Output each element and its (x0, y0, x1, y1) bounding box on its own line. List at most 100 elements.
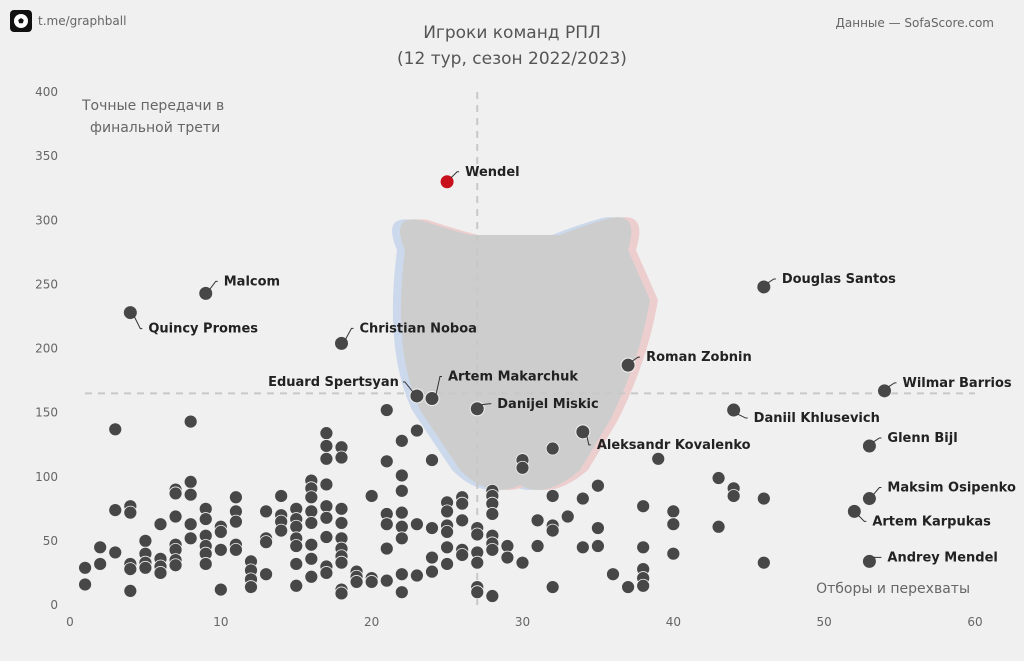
label-leader-line (873, 437, 882, 443)
labeled-data-point (439, 174, 455, 190)
data-point (606, 567, 620, 582)
data-point (394, 505, 409, 520)
x-tick-label: 40 (666, 615, 681, 629)
label-leader-line (209, 280, 218, 290)
label-leader-line (450, 171, 460, 179)
label-leader-line (586, 435, 591, 446)
labeled-data-point (424, 391, 440, 407)
data-point (440, 557, 454, 571)
player-label: Aleksandr Kovalenko (597, 438, 751, 453)
data-point (515, 460, 530, 475)
data-point (259, 504, 273, 519)
data-point (591, 521, 605, 535)
brand[interactable]: t.me/graphball (10, 10, 126, 32)
data-point (666, 546, 681, 561)
data-point (425, 521, 439, 535)
y-tick-label: 400 (35, 85, 58, 99)
x-tick-label: 10 (213, 615, 228, 629)
data-point (394, 531, 409, 546)
data-point (440, 504, 454, 519)
y-tick-label: 300 (35, 213, 58, 227)
brand-text: t.me/graphball (38, 14, 127, 28)
data-point (530, 513, 545, 528)
data-point (319, 439, 334, 453)
y-tick-label: 350 (35, 149, 58, 163)
data-point (259, 535, 273, 550)
player-label: Wilmar Barrios (903, 376, 1012, 391)
data-point (636, 540, 651, 555)
data-point (334, 586, 349, 601)
data-point (244, 580, 258, 594)
data-point (394, 468, 409, 483)
data-point (334, 555, 349, 570)
data-point (168, 486, 183, 501)
data-point (394, 519, 409, 534)
data-point (666, 504, 681, 519)
data-point (379, 573, 394, 588)
data-point (319, 477, 334, 492)
data-point (470, 555, 485, 570)
data-point (425, 550, 439, 565)
data-point (726, 489, 741, 503)
data-point (198, 512, 213, 526)
data-point (274, 523, 289, 538)
data-point (545, 489, 560, 503)
league-bear-logo (392, 217, 658, 490)
data-point (138, 533, 153, 548)
chart-title-block: Игроки команд РПЛ (12 тур, сезон 2022/20… (0, 20, 1024, 72)
data-point (123, 583, 138, 598)
player-label: Malcom (224, 274, 280, 289)
data-point (304, 516, 319, 530)
data-point (379, 541, 394, 556)
labeled-data-point (575, 424, 591, 440)
data-point (304, 537, 319, 552)
data-point (168, 558, 183, 573)
data-point (123, 562, 138, 576)
y-tick-label: 250 (35, 277, 58, 291)
player-label: Daniil Khlusevich (754, 411, 880, 426)
data-point (455, 496, 470, 511)
y-tick-label: 100 (35, 470, 58, 484)
labeled-data-point (409, 388, 425, 404)
label-leader-line (435, 376, 442, 395)
x-axis-label: Отборы и перехваты (816, 581, 970, 597)
player-label: Quincy Promes (148, 322, 258, 337)
data-point (756, 491, 771, 506)
label-leader-line (631, 356, 641, 362)
data-point (591, 539, 605, 553)
data-point (229, 490, 243, 505)
data-point (364, 575, 379, 589)
soccer-ball-icon (10, 10, 32, 32)
chart-title: Игроки команд РПЛ (423, 23, 601, 43)
data-point (545, 523, 560, 538)
data-point (394, 483, 409, 498)
data-point (319, 566, 334, 580)
chart-subtitle: (12 тур, сезон 2022/2023) (397, 49, 627, 69)
data-point (470, 585, 485, 600)
data-point (394, 433, 409, 448)
data-point (591, 478, 605, 493)
y-tick-label: 0 (50, 598, 58, 612)
data-point (78, 577, 92, 592)
label-leader-line (873, 487, 882, 495)
data-point (183, 517, 198, 532)
data-point (274, 489, 289, 503)
data-point (108, 422, 123, 437)
x-tick-label: 60 (967, 615, 982, 629)
data-point (636, 499, 651, 514)
data-point (651, 451, 666, 466)
data-point (93, 540, 108, 555)
label-leader-line (481, 403, 492, 406)
labeled-data-point (726, 402, 742, 418)
data-point (379, 517, 394, 532)
data-point (78, 560, 92, 575)
data-point (213, 582, 228, 597)
data-point (319, 530, 334, 544)
data-point (379, 403, 394, 417)
data-point (410, 423, 424, 438)
x-tick-label: 50 (817, 615, 832, 629)
data-point (93, 557, 108, 571)
y-axis-label-line-1: Точные передачи в (81, 98, 224, 114)
